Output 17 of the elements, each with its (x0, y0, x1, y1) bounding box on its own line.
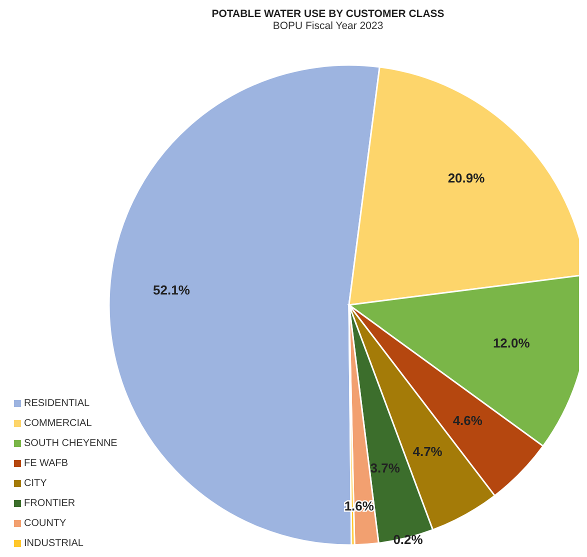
data-label: 4.7% (412, 444, 443, 459)
legend-label: RESIDENTIAL (24, 398, 90, 408)
data-label: 52.1% (153, 282, 190, 298)
data-label: 20.9% (448, 170, 486, 186)
legend-label: COUNTY (24, 518, 66, 528)
data-label: 4.6% (452, 413, 483, 428)
chart-subtitle: BOPU Fiscal Year 2023 (272, 20, 384, 32)
data-label: 3.7% (370, 460, 400, 476)
legend-label: SOUTH CHEYENNE (24, 438, 118, 448)
legend-label: FE WAFB (24, 458, 68, 468)
legend-label: INDUSTRIAL (24, 538, 84, 548)
data-label: 12.0% (492, 335, 530, 350)
legend-label: CITY (24, 478, 47, 488)
legend-label: COMMERCIAL (24, 418, 92, 428)
chart-title: POTABLE WATER USE BY CUSTOMER CLASS (210, 8, 446, 20)
legend-label: FRONTIER (24, 498, 76, 508)
data-label: 0.2% (393, 532, 424, 548)
